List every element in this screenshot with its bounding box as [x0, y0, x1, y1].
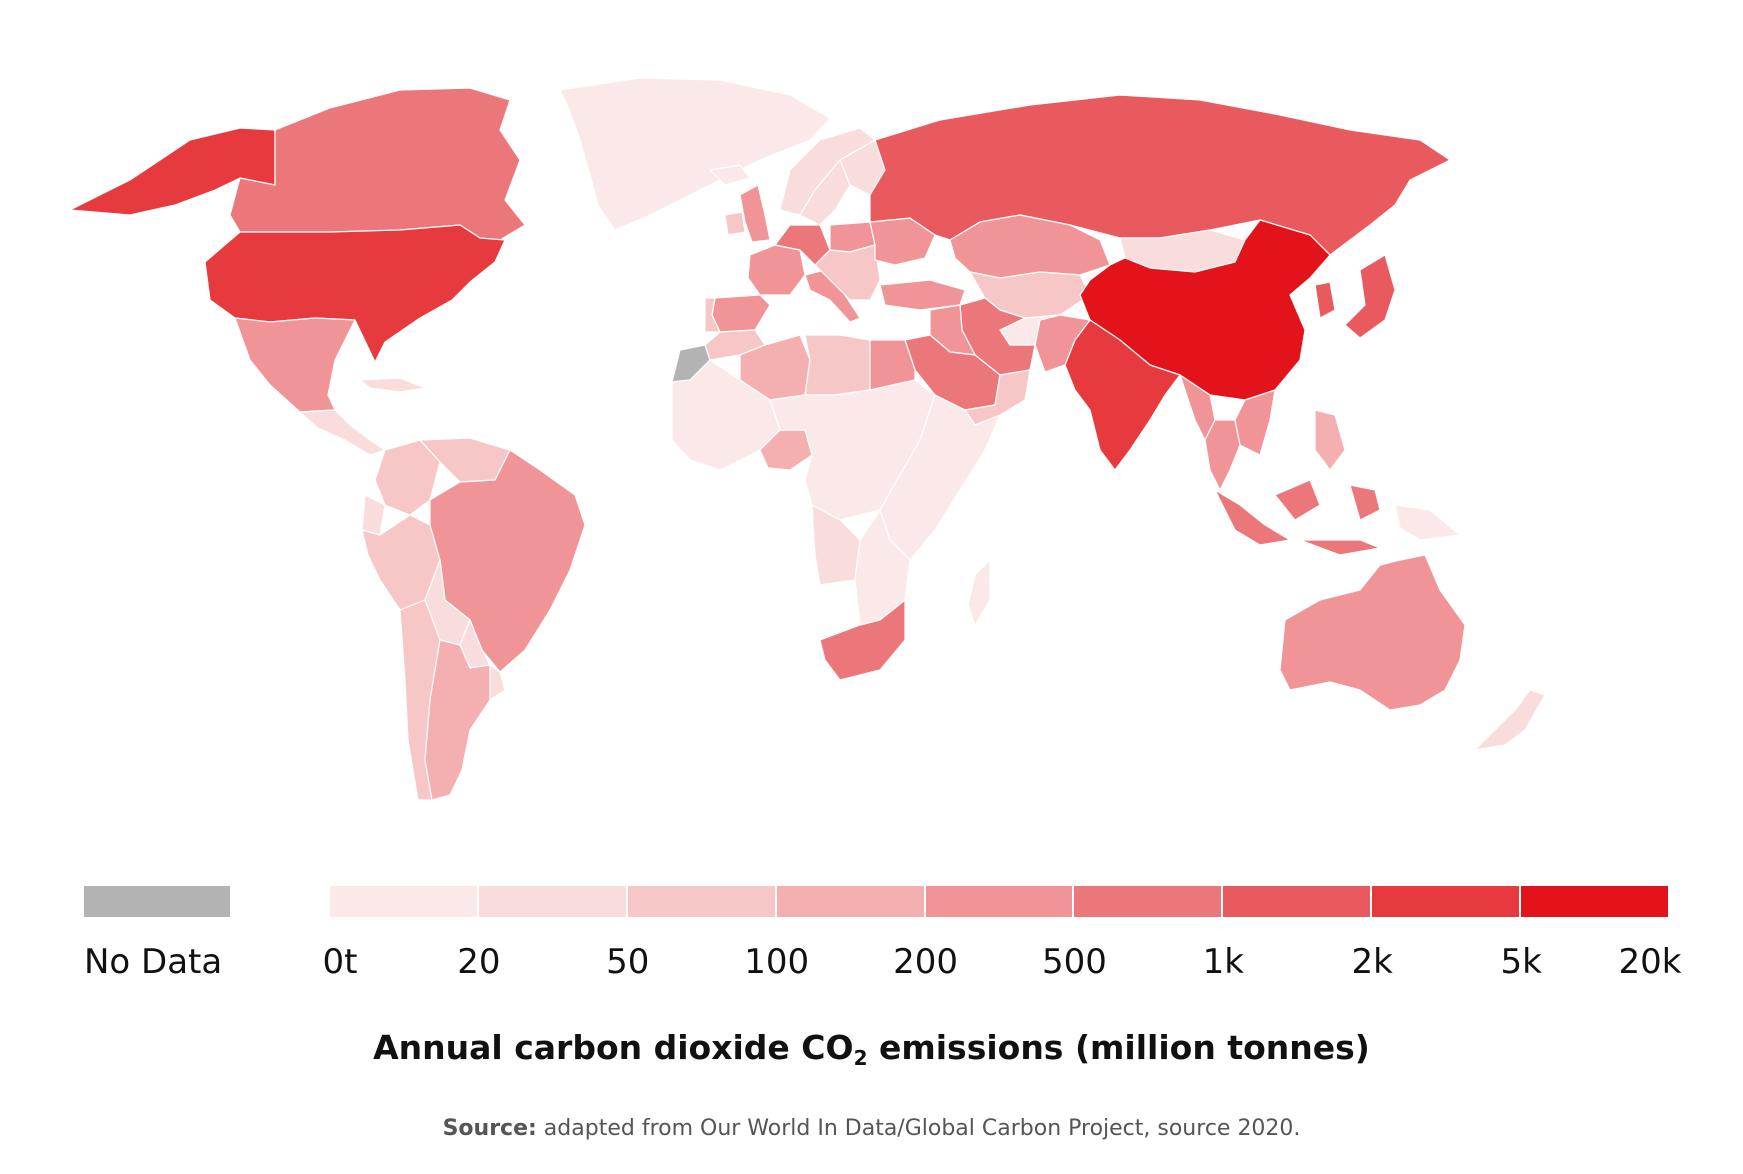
no-data-label: No Data [84, 942, 223, 982]
legend-tick-label: 50 [606, 942, 650, 982]
region-india [1064, 319, 1181, 471]
region-thailand [1204, 419, 1241, 491]
legend-bin-swatch [330, 886, 477, 917]
region-united-kingdom [739, 184, 771, 243]
region-vietnam [1234, 389, 1276, 456]
region-portugal [704, 297, 721, 333]
title-prefix: Annual carbon dioxide CO [373, 1028, 854, 1067]
no-data-swatch [84, 886, 230, 917]
region-indonesia [1214, 479, 1381, 556]
legend-tick-label: 5k [1500, 942, 1542, 982]
legend-tick-label: 20 [457, 942, 501, 982]
region-new-zealand [1474, 689, 1546, 751]
region-uruguay [489, 664, 506, 701]
region-france [747, 244, 806, 296]
legend-bin-swatch [627, 886, 775, 917]
region-philippines [1314, 409, 1346, 471]
legend-bin-swatch [1521, 886, 1668, 917]
legend-bin-swatch [925, 886, 1073, 917]
legend-bin-swatch [1372, 886, 1520, 917]
legend-bin-swatch [1223, 886, 1371, 917]
source-note: Source: adapted from Our World In Data/G… [0, 1116, 1743, 1141]
source-text: adapted from Our World In Data/Global Ca… [536, 1116, 1301, 1141]
region-korea [1314, 281, 1336, 319]
title-suffix: emissions (million tonnes) [867, 1028, 1370, 1067]
region-greenland [559, 77, 831, 231]
region-madagascar [967, 559, 991, 626]
region-south-africa [819, 599, 906, 681]
region-spain [711, 294, 771, 333]
region-kazakhstan [949, 214, 1111, 279]
legend-bin-swatch [1074, 886, 1222, 917]
region-australia [1279, 554, 1466, 711]
region-ireland [724, 211, 746, 236]
legend-tick-label: 200 [893, 942, 958, 982]
legend-tick-label: 2k [1351, 942, 1393, 982]
legend-bin-swatch [478, 886, 626, 917]
chart-title: Annual carbon dioxide CO2 emissions (mil… [0, 1028, 1743, 1070]
region-ecuador [361, 494, 386, 536]
world-map [69, 77, 1546, 801]
region-cuba [359, 377, 426, 393]
region-iceland [709, 164, 751, 186]
region-balkans [814, 244, 881, 301]
region-east-africa [879, 394, 1001, 561]
region-central-america [299, 409, 386, 456]
legend-tick-label: 0t [322, 942, 358, 982]
legend-tick-label: 500 [1041, 942, 1107, 982]
region-egypt [869, 339, 916, 391]
region-turkey [879, 279, 966, 311]
legend-tick-label: 100 [744, 942, 810, 982]
region-papua-new-guinea [1394, 504, 1461, 541]
title-subscript: 2 [853, 1046, 868, 1070]
region-mexico [234, 317, 356, 413]
legend-tick-label: 20k [1618, 942, 1682, 982]
region-japan [1344, 254, 1396, 339]
legend-tick-label: 1k [1202, 942, 1244, 982]
legend-bin-swatch [776, 886, 924, 917]
region-libya [804, 334, 871, 396]
region-russia [869, 94, 1451, 256]
region-pakistan [1034, 314, 1091, 373]
source-label: Source: [442, 1116, 537, 1141]
